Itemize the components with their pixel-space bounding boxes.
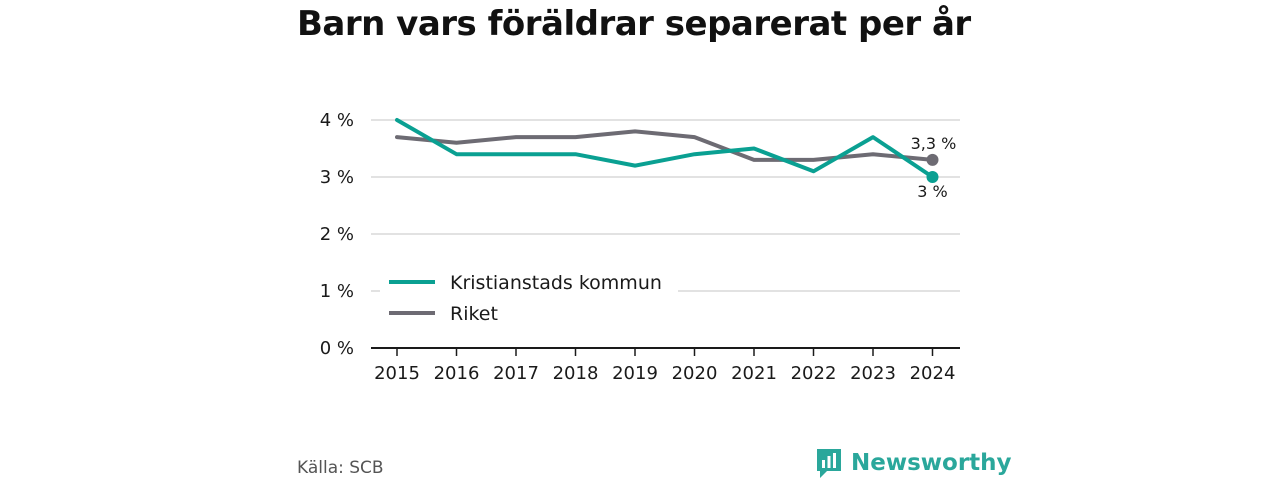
brand-logo: Newsworthy — [815, 447, 1012, 479]
y-axis-ticks: 0 % 1 % 2 % 3 % 4 % — [320, 110, 354, 359]
series-line-riket — [395, 129, 935, 162]
x-tick-label: 2021 — [731, 363, 777, 384]
end-label-kristianstad: 3 % — [917, 182, 947, 201]
end-marker-kristianstad — [926, 171, 939, 183]
y-tick-label: 0 % — [320, 338, 354, 359]
brand-name: Newsworthy — [851, 450, 1012, 476]
x-axis-ticks: 2015 2016 2017 2018 2019 2020 2021 2022 2023 2024 — [374, 348, 955, 384]
bar-chart-icon — [817, 449, 841, 478]
legend: Kristianstads kommun Riket — [380, 266, 678, 336]
y-tick-label: 1 % — [320, 281, 354, 302]
x-tick-label: 2017 — [493, 363, 539, 384]
legend-label-kristianstad: Kristianstads kommun — [450, 272, 662, 294]
series-lines: 3,3 % 3 % — [395, 118, 957, 201]
y-tick-label: 3 % — [320, 167, 354, 188]
source-label: Källa: SCB — [297, 458, 384, 478]
x-tick-label: 2024 — [910, 363, 956, 384]
x-tick-label: 2023 — [850, 363, 896, 384]
x-tick-label: 2016 — [434, 363, 480, 384]
y-tick-label: 2 % — [320, 224, 354, 245]
x-tick-label: 2018 — [553, 363, 599, 384]
y-tick-label: 4 % — [320, 110, 354, 131]
end-label-riket: 3,3 % — [911, 134, 957, 153]
end-marker-riket — [926, 153, 939, 166]
x-tick-label: 2022 — [791, 363, 837, 384]
chart-title: Barn vars föräldrar separerat per år — [297, 4, 971, 44]
x-tick-label: 2019 — [612, 363, 658, 384]
legend-background — [380, 266, 678, 336]
x-tick-label: 2015 — [374, 363, 420, 384]
x-tick-label: 2020 — [672, 363, 718, 384]
series-line-kristianstad — [395, 118, 935, 179]
legend-label-riket: Riket — [450, 303, 498, 325]
